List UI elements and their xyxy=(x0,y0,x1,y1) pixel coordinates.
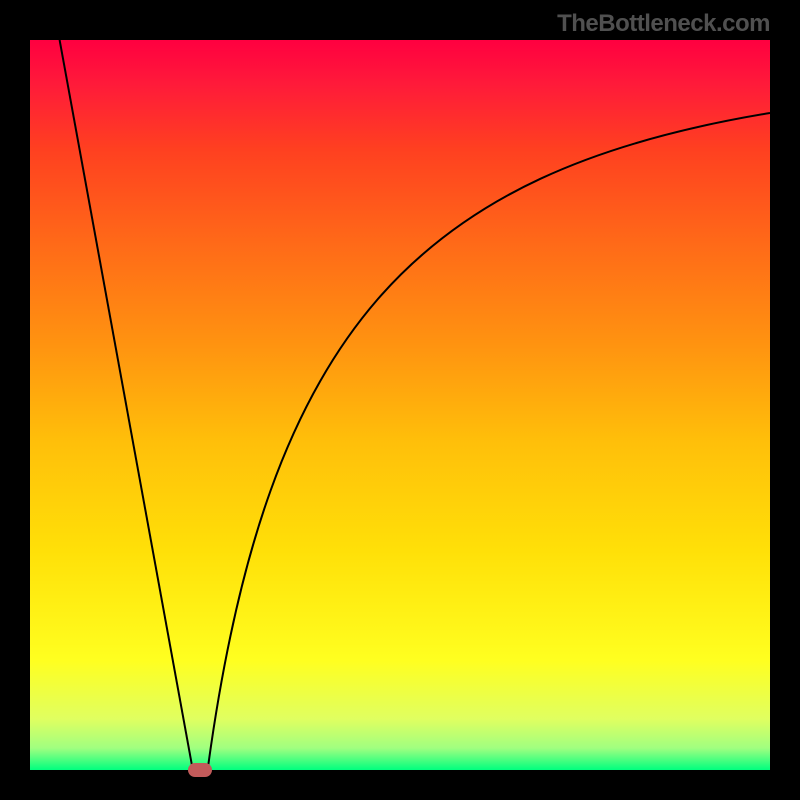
minimum-marker xyxy=(188,763,212,777)
curve-layer xyxy=(30,40,770,770)
chart-container: TheBottleneck.com xyxy=(0,0,800,800)
watermark-text: TheBottleneck.com xyxy=(557,10,770,38)
plot-area xyxy=(30,40,770,770)
